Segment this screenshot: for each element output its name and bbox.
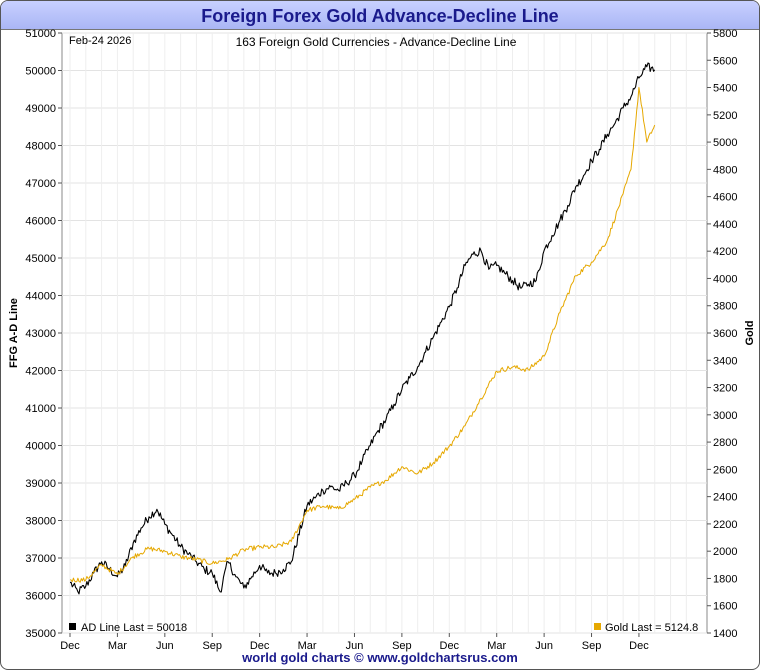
- tick-label-x: Mar: [298, 640, 317, 652]
- legend-gold-label: Gold Last = 5124.8: [605, 622, 698, 634]
- tick-label-right: 4800: [713, 164, 737, 176]
- y-axis-left-label: FFG A-D Line: [8, 298, 20, 368]
- legend-ad-swatch: [69, 623, 76, 630]
- tick-label-x: Jun: [535, 640, 553, 652]
- tick-label-left: 48000: [25, 141, 56, 153]
- y-axis-right: 1400 1600 1800 2000 2200 2400 2600 2800 3000 3200…: [707, 29, 737, 640]
- tick-label-right: 2800: [713, 437, 737, 449]
- tick-label-x: Sep: [202, 640, 222, 652]
- tick-label-x: Mar: [487, 640, 506, 652]
- tick-label-left: 42000: [25, 366, 56, 378]
- tick-label-left: 45000: [25, 253, 56, 265]
- tick-label-right: 2600: [713, 464, 737, 476]
- tick-label-left: 46000: [25, 216, 56, 228]
- legend-ad-label: AD Line Last = 50018: [81, 622, 187, 634]
- tick-label-x: Mar: [108, 640, 127, 652]
- y-axis-right-label: Gold: [744, 320, 756, 345]
- tick-label-right: 4400: [713, 219, 737, 231]
- tick-label-right: 4000: [713, 273, 737, 285]
- tick-label-left: 51000: [25, 29, 56, 40]
- title-bar: Foreign Forex Gold Advance-Decline Line: [1, 1, 759, 30]
- gold-price-line: [69, 87, 656, 583]
- chart-title: Foreign Forex Gold Advance-Decline Line: [201, 6, 559, 26]
- tick-label-x: Jun: [156, 640, 174, 652]
- tick-label-right: 2000: [713, 546, 737, 558]
- tick-label-right: 3400: [713, 355, 737, 367]
- tick-label-x: Sep: [582, 640, 602, 652]
- tick-label-right: 5200: [713, 110, 737, 122]
- tick-label-x: Jun: [346, 640, 364, 652]
- tick-label-right: 1400: [713, 628, 737, 640]
- date-label: Feb-24 2026: [69, 35, 131, 47]
- tick-label-right: 1600: [713, 601, 737, 613]
- x-axis: Dec Mar Jun Sep Dec Mar Jun Sep Dec Mar Jun Sep Dec: [60, 633, 649, 652]
- tick-label-right: 4200: [713, 246, 737, 258]
- tick-label-left: 41000: [25, 403, 56, 415]
- tick-label-left: 40000: [25, 441, 56, 453]
- tick-label-left: 38000: [25, 516, 56, 528]
- tick-label-left: 35000: [25, 628, 56, 640]
- tick-label-left: 47000: [25, 178, 56, 190]
- series-group: [69, 62, 656, 595]
- legend-gold-swatch: [594, 623, 601, 630]
- grid: [62, 32, 707, 634]
- ad-line: [69, 62, 656, 595]
- y-axis-left: 35000 36000 37000 38000 39000 40000 41000 42000…: [25, 29, 62, 640]
- tick-label-left: 44000: [25, 291, 56, 303]
- tick-label-right: 4600: [713, 192, 737, 204]
- tick-label-x: Dec: [440, 640, 460, 652]
- tick-label-right: 1800: [713, 573, 737, 585]
- tick-label-right: 3800: [713, 301, 737, 313]
- tick-label-right: 3600: [713, 328, 737, 340]
- tick-label-right: 3000: [713, 410, 737, 422]
- tick-label-right: 5600: [713, 55, 737, 67]
- chart-subtitle: 163 Foreign Gold Currencies - Advance-De…: [236, 35, 517, 49]
- tick-label-right: 2200: [713, 519, 737, 531]
- tick-label-right: 5800: [713, 29, 737, 40]
- tick-label-left: 50000: [25, 66, 56, 78]
- footer-credit: world gold charts © www.goldchartsrus.co…: [242, 650, 518, 665]
- tick-label-right: 2400: [713, 492, 737, 504]
- chart-svg: 35000 36000 37000 38000 39000 40000 41000 42000…: [8, 29, 756, 652]
- tick-label-left: 37000: [25, 553, 56, 565]
- tick-label-x: Sep: [392, 640, 412, 652]
- tick-label-left: 36000: [25, 591, 56, 603]
- tick-label-x: Dec: [250, 640, 270, 652]
- tick-label-left: 49000: [25, 103, 56, 115]
- tick-label-x: Dec: [60, 640, 80, 652]
- tick-label-x: Dec: [629, 640, 649, 652]
- tick-label-left: 39000: [25, 478, 56, 490]
- tick-label-right: 5400: [713, 83, 737, 95]
- tick-label-right: 3200: [713, 383, 737, 395]
- tick-label-left: 43000: [25, 328, 56, 340]
- tick-label-right: 5000: [713, 137, 737, 149]
